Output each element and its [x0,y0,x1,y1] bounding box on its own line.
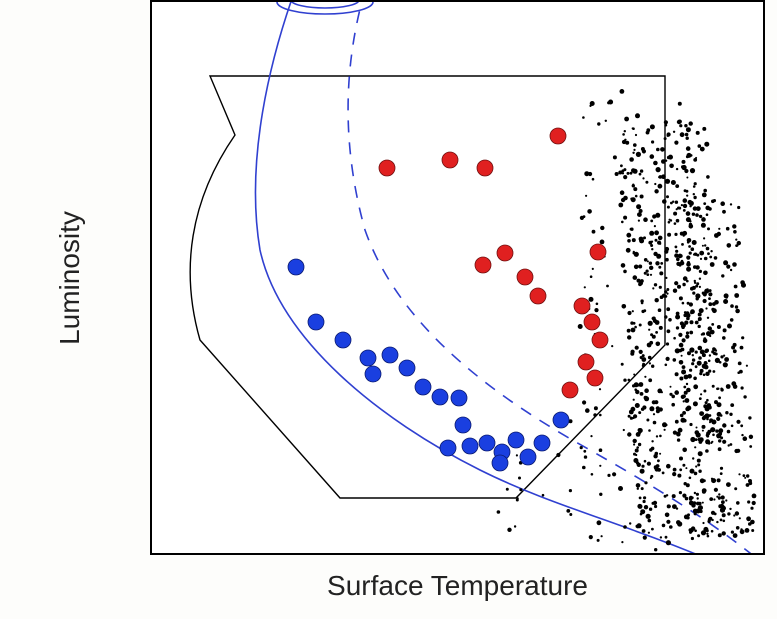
y-axis-label-text: Luminosity [54,211,86,345]
red-point [379,160,395,176]
blue-point [553,412,569,428]
blue-point [432,389,448,405]
x-axis-label: Surface Temperature [150,570,765,602]
region-outline [190,76,665,498]
blue-point [382,347,398,363]
plot-frame [151,1,764,554]
red-point [530,288,546,304]
blue-point [288,259,304,275]
red-point [578,354,594,370]
red-point [550,128,566,144]
red-point [442,152,458,168]
blue-point [479,435,495,451]
blue-point [399,360,415,376]
blue-point [415,379,431,395]
red-point [587,370,603,386]
blue-point [365,366,381,382]
blue-point [335,332,351,348]
blue-point [492,455,508,471]
red-point [584,314,600,330]
blue-point [451,390,467,406]
red-point [574,298,590,314]
red-point [497,245,513,261]
y-axis-label: Luminosity [50,0,90,555]
red-point [475,257,491,273]
isochrone-dashed [348,0,765,555]
red-series [379,128,608,398]
blue-point [534,435,550,451]
red-point [517,269,533,285]
blue-point [520,449,536,465]
hr-diagram-plot [150,0,765,555]
x-axis-label-text: Surface Temperature [327,570,588,601]
red-point [592,332,608,348]
blue-point [440,440,456,456]
red-point [477,160,493,176]
blue-point [462,438,478,454]
blue-point [308,314,324,330]
blue-point [455,417,471,433]
background-scatter [497,89,757,551]
blue-point [360,350,376,366]
red-point [562,382,578,398]
blue-point [508,432,524,448]
red-point [590,244,606,260]
